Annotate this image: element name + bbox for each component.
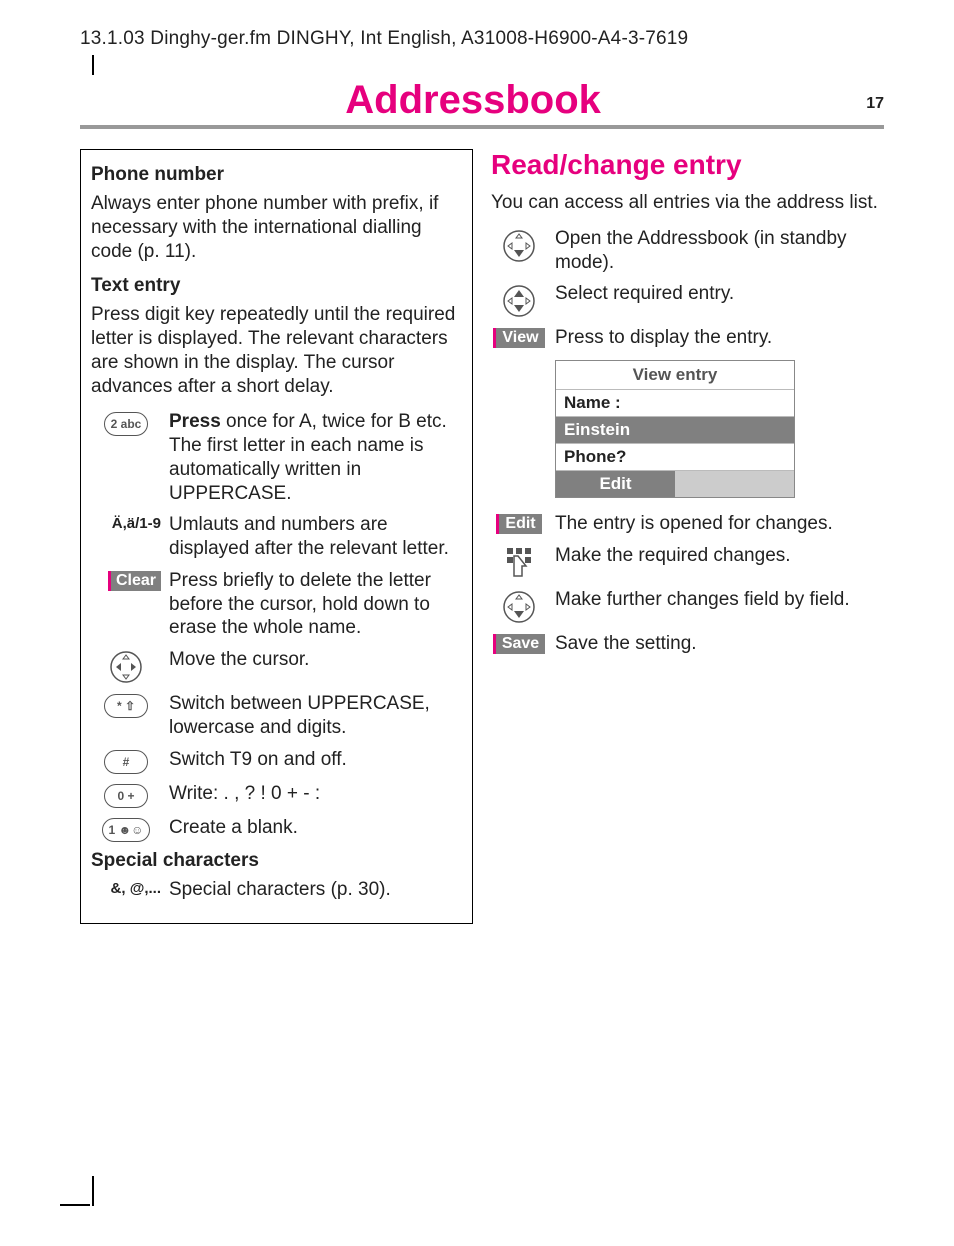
title-row: Addressbook 17	[80, 78, 884, 129]
special-label: &, @,...	[91, 878, 161, 897]
crop-mark	[60, 1204, 90, 1206]
doc-header: 13.1.03 Dinghy-ger.fm DINGHY, Int Englis…	[80, 28, 884, 50]
keycap-one-icon: 1 ☻☺	[91, 816, 161, 842]
open-desc: Open the Addressbook (in standby mode).	[555, 227, 884, 275]
row-edit: Edit The entry is opened for changes.	[491, 512, 884, 536]
keypad-icon	[491, 544, 547, 580]
row-umlaut: Ä,ä/1-9 Umlauts and numbers are displaye…	[91, 513, 462, 561]
screen-right-softkey	[675, 471, 794, 497]
crop-mark	[92, 55, 94, 75]
right-column: Read/change entry You can access all ent…	[491, 149, 884, 924]
save-softkey-icon: Save	[491, 632, 547, 654]
view-desc: Press to display the entry.	[555, 326, 884, 350]
text-entry-para: Press digit key repeatedly until the req…	[91, 303, 462, 398]
row-key-2: 2 abc Press once for A, twice for B etc.…	[91, 410, 462, 505]
row-clear: Clear Press briefly to delete the letter…	[91, 569, 462, 640]
columns: Phone number Always enter phone number w…	[80, 149, 884, 924]
further-desc: Make further changes field by field.	[555, 588, 884, 612]
make-desc: Make the required changes.	[555, 544, 884, 568]
nav-down-icon	[491, 227, 547, 263]
umlaut-label: Ä,ä/1-9	[91, 513, 161, 532]
one-desc: Create a blank.	[169, 816, 462, 840]
keycap-hash-icon: #	[91, 748, 161, 774]
star-desc: Switch between UPPERCASE, lowercase and …	[169, 692, 462, 740]
nav-up-down-icon	[491, 282, 547, 318]
edit-desc: The entry is opened for changes.	[555, 512, 884, 536]
zero-desc: Write: . , ? ! 0 + - :	[169, 782, 462, 806]
row-one: 1 ☻☺ Create a blank.	[91, 816, 462, 842]
row-hash: # Switch T9 on and off.	[91, 748, 462, 774]
select-desc: Select required entry.	[555, 282, 884, 306]
nav-desc: Move the cursor.	[169, 648, 462, 672]
screen-name-label: Name :	[556, 389, 794, 416]
intro-para: You can access all entries via the addre…	[491, 191, 884, 215]
crop-mark	[92, 1176, 94, 1206]
phone-screen: View entry Name : Einstein Phone? Edit	[555, 360, 795, 498]
edit-softkey-icon: Edit	[491, 512, 547, 534]
text-entry-heading: Text entry	[91, 275, 462, 297]
row-star: * ⇧ Switch between UPPERCASE, lowercase …	[91, 692, 462, 740]
row-save: Save Save the setting.	[491, 632, 884, 656]
framed-box: Phone number Always enter phone number w…	[80, 149, 473, 924]
screen-phone-label: Phone?	[556, 443, 794, 470]
view-softkey-icon: View	[491, 326, 547, 348]
screen-title: View entry	[556, 361, 794, 389]
screen-name-value: Einstein	[556, 416, 794, 443]
clear-desc: Press briefly to delete the letter befor…	[169, 569, 462, 640]
left-column: Phone number Always enter phone number w…	[80, 149, 473, 924]
row-special: &, @,... Special characters (p. 30).	[91, 878, 462, 902]
read-change-heading: Read/change entry	[491, 149, 884, 181]
page-number: 17	[866, 95, 884, 123]
screen-footer: Edit	[556, 470, 794, 497]
row-nav-lr: Move the cursor.	[91, 648, 462, 684]
keycap-2abc-icon: 2 abc	[91, 410, 161, 436]
page-root: 13.1.03 Dinghy-ger.fm DINGHY, Int Englis…	[0, 0, 954, 1246]
keycap-zero-icon: 0 +	[91, 782, 161, 808]
row-select: Select required entry.	[491, 282, 884, 318]
screen-edit-softkey: Edit	[556, 471, 675, 497]
nav-down-icon	[491, 588, 547, 624]
save-desc: Save the setting.	[555, 632, 884, 656]
page-title: Addressbook	[80, 78, 866, 123]
keycap-star-icon: * ⇧	[91, 692, 161, 718]
row-view: View Press to display the entry.	[491, 326, 884, 350]
row-open: Open the Addressbook (in standby mode).	[491, 227, 884, 275]
special-desc: Special characters (p. 30).	[169, 878, 462, 902]
phone-number-heading: Phone number	[91, 164, 462, 186]
row-make-changes: Make the required changes.	[491, 544, 884, 580]
hash-desc: Switch T9 on and off.	[169, 748, 462, 772]
row-zero: 0 + Write: . , ? ! 0 + - :	[91, 782, 462, 808]
umlaut-desc: Umlauts and numbers are displayed after …	[169, 513, 462, 561]
row-further: Make further changes field by field.	[491, 588, 884, 624]
special-chars-heading: Special characters	[91, 850, 462, 872]
key2-desc: Press once for A, twice for B etc. The f…	[169, 410, 462, 505]
phone-number-para: Always enter phone number with prefix, i…	[91, 192, 462, 263]
nav-left-right-icon	[91, 648, 161, 684]
clear-softkey-icon: Clear	[91, 569, 161, 591]
